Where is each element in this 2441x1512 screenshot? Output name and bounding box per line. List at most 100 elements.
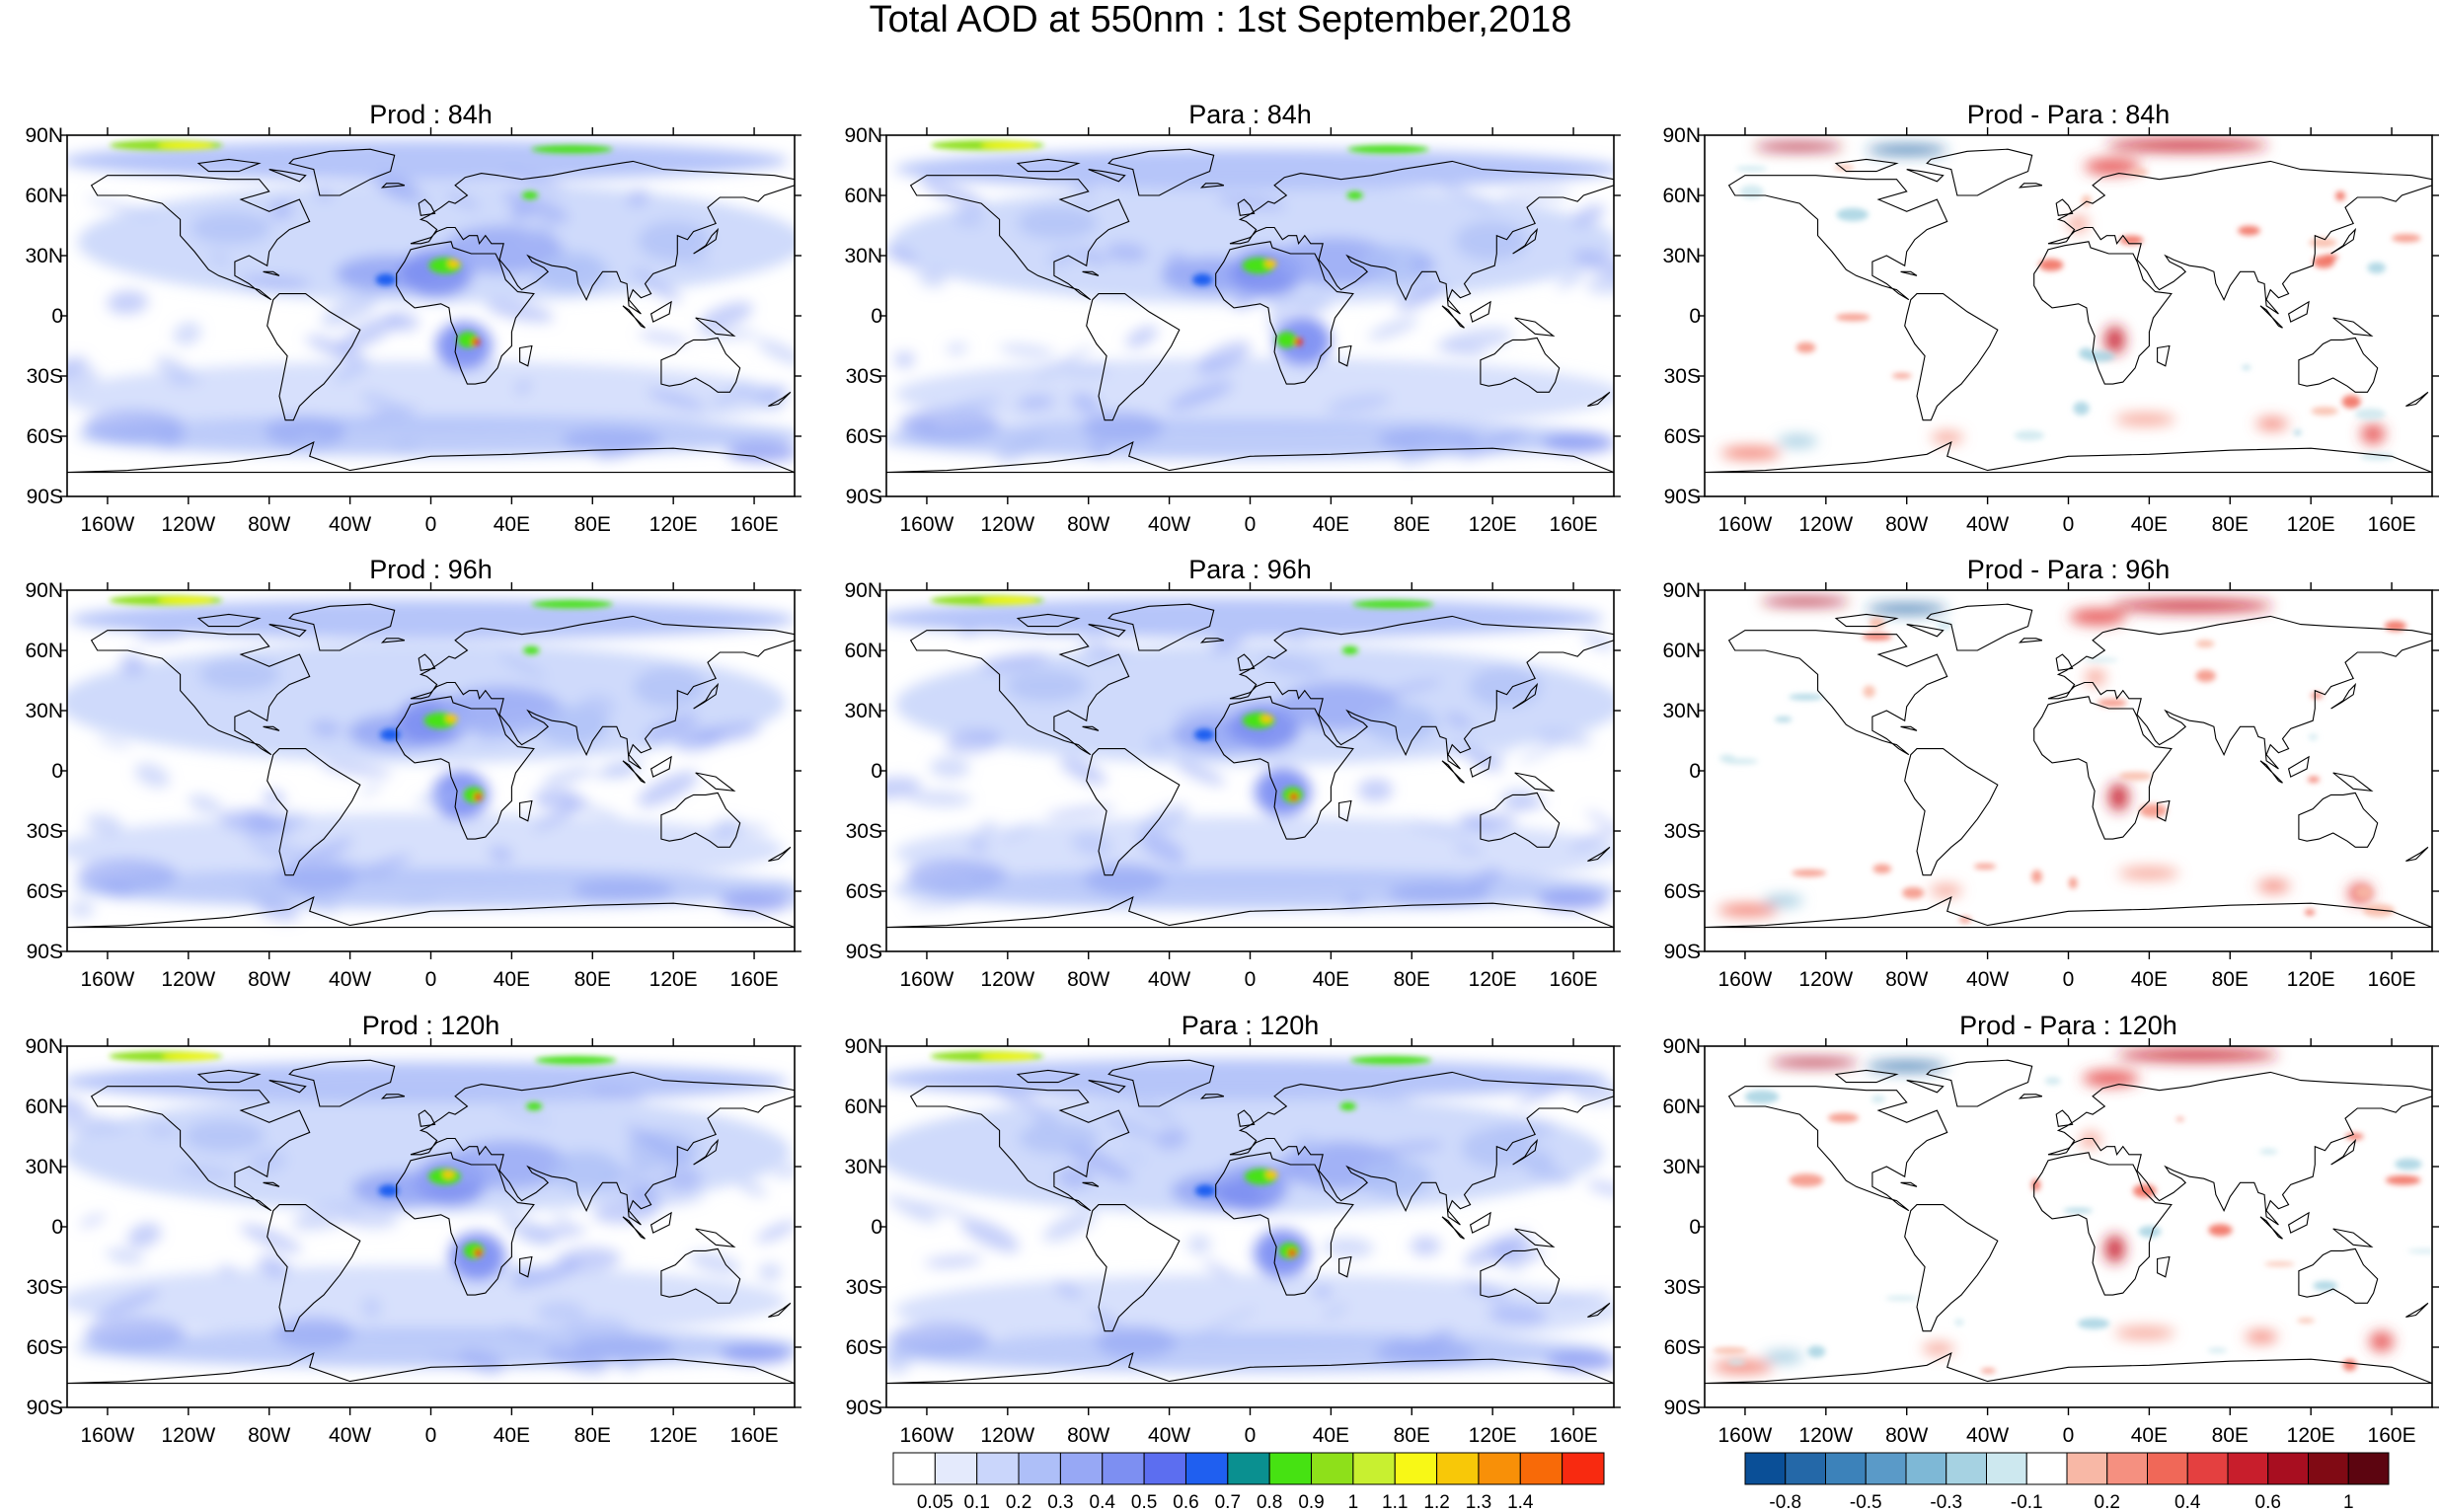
lon-axis: 160W 120W 80W 40W 0 40E 80E 120E 160E: [1718, 1038, 2416, 1447]
aod-streak: [1054, 1282, 1083, 1298]
aod-streak: [1259, 653, 1326, 678]
aod-streak: [918, 273, 947, 288]
lat-label: 30N: [844, 1156, 882, 1178]
aod-streak: [1440, 328, 1514, 351]
diff-patch: [2063, 1207, 2094, 1214]
aod-streak: [688, 1251, 742, 1275]
aod-region: [2369, 1331, 2395, 1352]
diff-patch: [2395, 1158, 2422, 1171]
aod-streak: [1070, 392, 1101, 415]
lon-label: 0: [2063, 1424, 2075, 1447]
lat-axis: 90N 60N 30N 0 30S 60S 90S: [844, 1035, 1621, 1419]
coastline: [2330, 682, 2357, 710]
aod-hotspot: [474, 793, 483, 801]
diff-patch: [2311, 692, 2324, 699]
aod-region: [1274, 317, 1332, 366]
coastline: [1469, 1211, 1491, 1234]
aod-region: [894, 816, 1614, 889]
lon-label: 160W: [81, 1424, 135, 1447]
coastline: [2332, 772, 2374, 793]
aod-streak: [1368, 317, 1418, 340]
coastline: [410, 1071, 795, 1226]
coastline: [1082, 1181, 1100, 1187]
aod-region: [1763, 894, 1804, 907]
coastline: [1904, 1204, 1999, 1332]
colorbar-swatch: [1785, 1452, 1826, 1485]
aod-streak: [912, 417, 938, 432]
aod-region: [725, 441, 795, 463]
coastline: [2298, 1247, 2379, 1304]
data-field: [886, 1046, 1614, 1407]
coastline: [1215, 696, 1354, 840]
coastline: [2405, 391, 2429, 408]
coastline: [1441, 1216, 1465, 1240]
lat-label: 0: [1689, 305, 1701, 328]
aod-streak: [301, 837, 354, 862]
aod-streak: [68, 901, 95, 918]
coastline: [695, 1228, 736, 1248]
aod-streak: [557, 1247, 621, 1272]
diff-patch: [2311, 407, 2338, 416]
diff-patch: [2068, 876, 2078, 889]
data-field: [1705, 1046, 2432, 1407]
aod-region: [84, 1318, 186, 1351]
aod-streak: [1514, 1074, 1580, 1106]
aod-region: [1358, 1158, 1432, 1198]
coastline: [1900, 725, 1918, 731]
lat-label: 30S: [1664, 365, 1701, 388]
lon-label: 0: [425, 1424, 437, 1447]
coastline: [1229, 615, 1614, 770]
diff-patch: [2307, 776, 2320, 783]
diff-patch: [2038, 259, 2064, 271]
aod-hotspot: [161, 1053, 218, 1060]
aod-streak: [499, 1212, 555, 1247]
aod-hotspot: [531, 600, 613, 609]
diff-patch: [2354, 885, 2373, 900]
coastline: [1107, 148, 1215, 196]
diff-patch: [2195, 669, 2216, 683]
lon-label: 80W: [248, 513, 290, 536]
coastlines: [886, 603, 1614, 929]
coastline: [660, 1247, 741, 1304]
lon-axis: 160W 120W 80W 40W 0 40E 80E 120E 160E: [900, 582, 1598, 991]
coastline: [1215, 1152, 1354, 1296]
aod-streak: [1034, 345, 1094, 381]
lat-label: 30S: [1664, 1276, 1701, 1299]
lon-label: 160E: [1550, 513, 1598, 536]
lat-label: 60S: [1664, 1336, 1701, 1359]
aod-streak: [1212, 733, 1255, 750]
coastline: [1088, 169, 1126, 183]
coastlines: [67, 148, 795, 474]
aod-streak: [955, 879, 974, 903]
lon-label: 40W: [1148, 1424, 1190, 1447]
aod-streak: [711, 387, 748, 407]
aod-streak: [1456, 744, 1503, 772]
aod-streak: [1344, 894, 1363, 909]
colorbar-label: 0.4: [1090, 1492, 1116, 1512]
lat-label: 90S: [1664, 486, 1701, 508]
aod-region: [1095, 1325, 1177, 1358]
colorbar-swatch: [2025, 1452, 2068, 1485]
coastline: [1906, 624, 1945, 638]
aod-region: [561, 427, 662, 453]
colorbar-label: 1.2: [1423, 1492, 1449, 1512]
diff-patch: [1863, 685, 1875, 698]
aod-streak: [521, 221, 558, 242]
diff-patch: [1870, 1095, 1885, 1103]
aod-streak: [1089, 1311, 1121, 1328]
coastline: [909, 175, 1130, 301]
aod-region: [2114, 413, 2175, 426]
aod-streak: [219, 1264, 236, 1275]
aod-streak: [292, 1202, 361, 1231]
lon-label: 40E: [1313, 513, 1349, 536]
coastlines: [886, 148, 1614, 474]
aod-streak: [1460, 812, 1517, 830]
lat-label: 0: [51, 305, 63, 328]
lat-label: 90N: [844, 1035, 882, 1058]
aod-streak: [627, 189, 649, 206]
lon-label: 80W: [1067, 513, 1109, 536]
aod-region: [2104, 326, 2125, 354]
coastline: [1441, 305, 1465, 329]
lat-label: 60N: [844, 640, 882, 662]
lat-label: 90N: [844, 579, 882, 602]
